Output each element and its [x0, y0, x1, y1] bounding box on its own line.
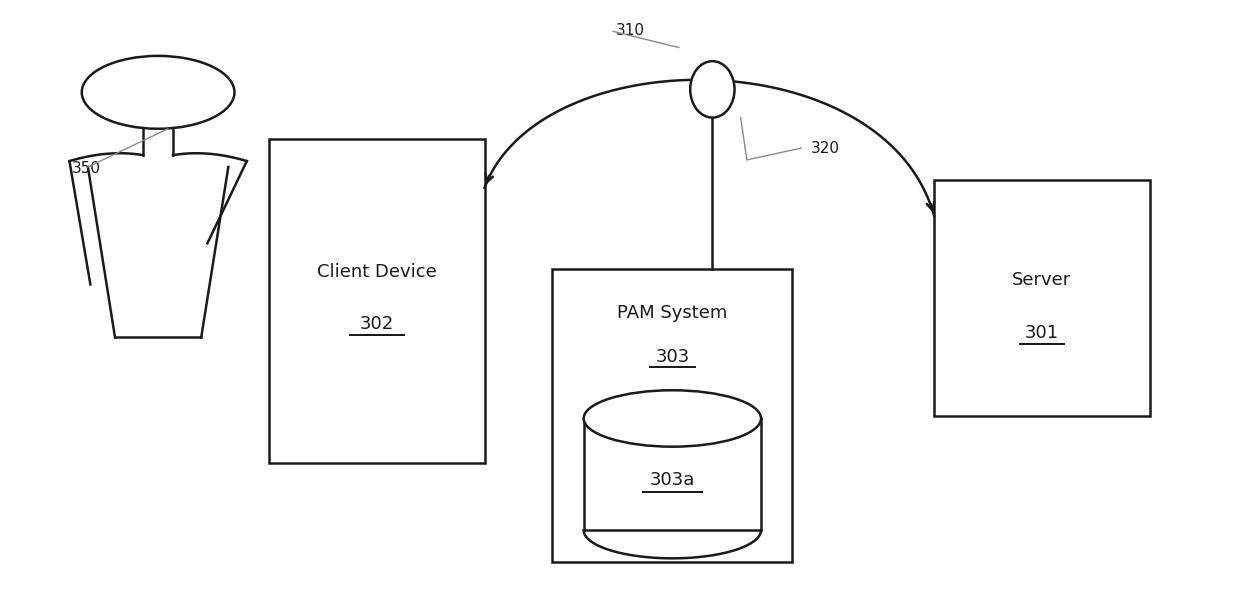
Text: 303a: 303a [650, 471, 696, 489]
Ellipse shape [691, 61, 734, 117]
Ellipse shape [584, 390, 761, 446]
Bar [269, 139, 485, 462]
Text: 302: 302 [360, 315, 394, 333]
Text: 301: 301 [1024, 324, 1059, 342]
Text: 303: 303 [655, 348, 689, 366]
Text: 320: 320 [811, 141, 839, 156]
Text: Server: Server [1012, 271, 1071, 290]
Text: PAM System: PAM System [618, 304, 728, 322]
Text: Client Device: Client Device [317, 263, 436, 281]
Bar [552, 269, 792, 563]
Text: 350: 350 [72, 161, 100, 176]
Bar [934, 181, 1149, 415]
Circle shape [82, 56, 234, 129]
Text: 310: 310 [616, 23, 645, 38]
